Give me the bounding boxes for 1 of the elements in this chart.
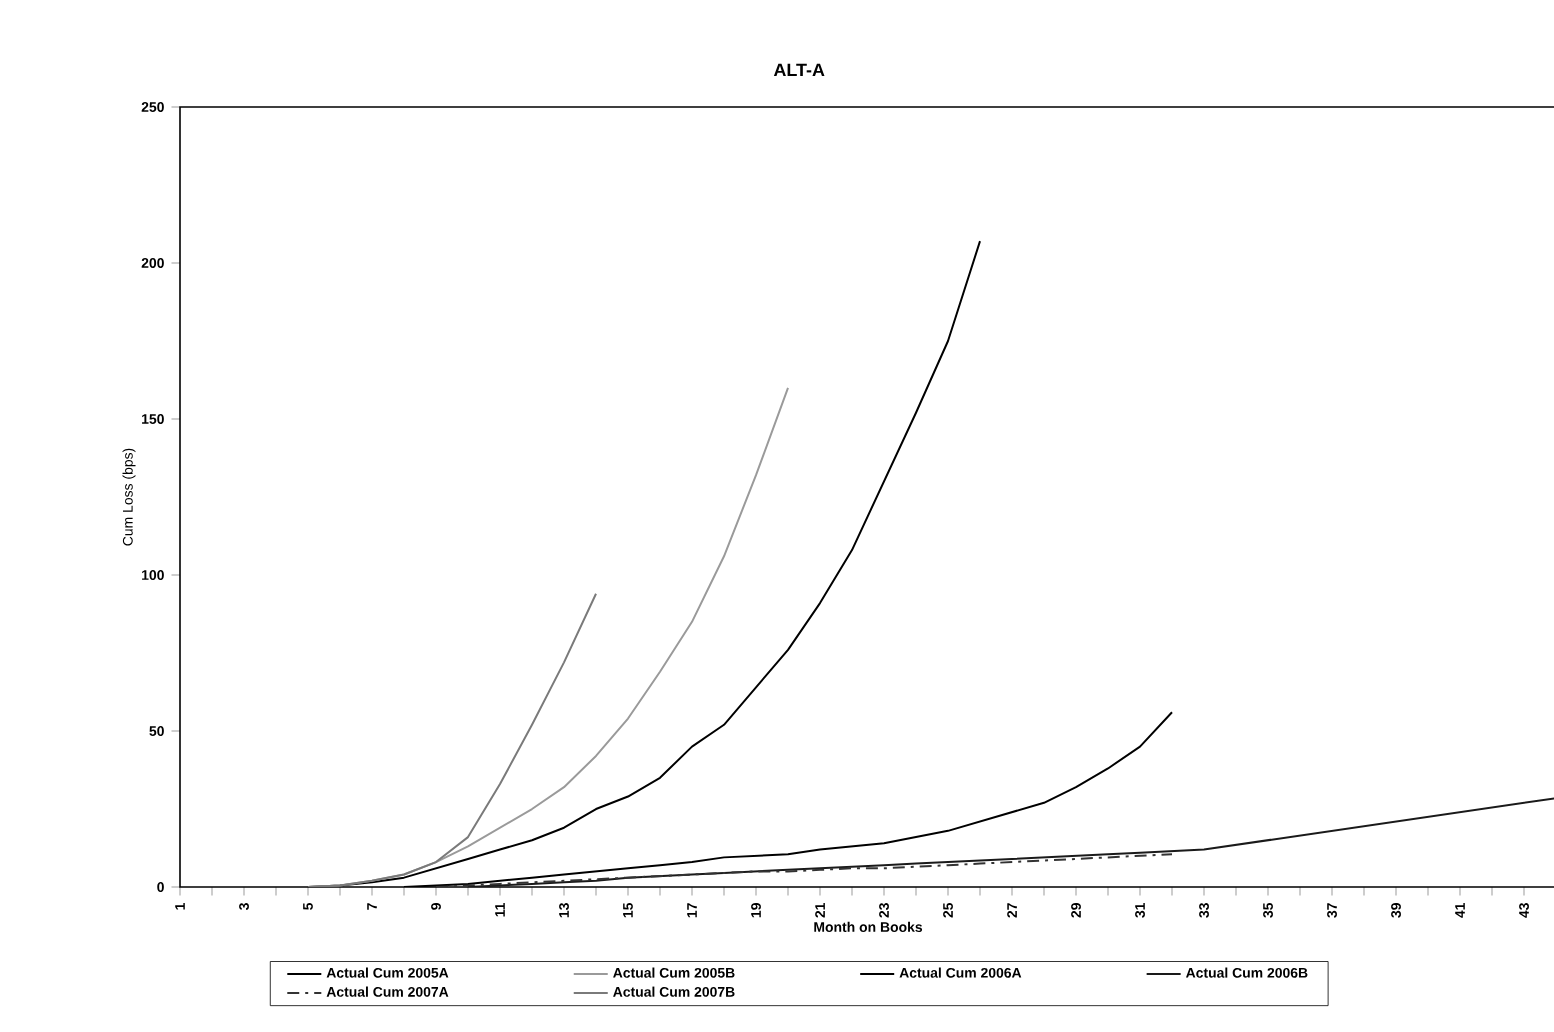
chart-title: ALT-A	[773, 63, 825, 77]
